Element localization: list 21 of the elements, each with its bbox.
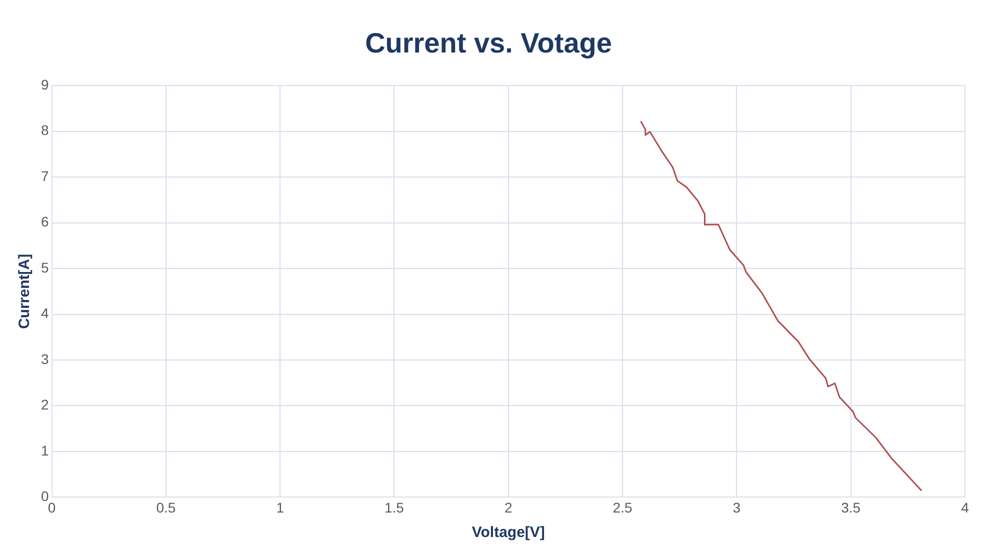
x-tick-label: 3 (732, 499, 741, 516)
x-tick-label: 1.5 (384, 499, 404, 516)
x-tick-label: 2 (504, 499, 512, 516)
y-tick-label: 3 (40, 350, 49, 367)
x-tick-label: 4 (961, 499, 970, 516)
x-tick-label: 2.5 (612, 499, 632, 516)
y-tick-label: 9 (40, 76, 49, 92)
chart-title: Current vs. Votage (365, 28, 612, 59)
y-axis-title: Current[A] (16, 254, 34, 329)
y-tick-label: 6 (40, 214, 49, 230)
y-tick-label: 4 (40, 305, 49, 322)
y-tick-label: 5 (40, 259, 49, 276)
y-tick-label: 2 (40, 396, 49, 413)
y-tick-label: 7 (40, 168, 49, 184)
x-tick-label: 1 (276, 499, 284, 516)
x-tick-label: 0.5 (156, 499, 176, 516)
y-tick-label: 1 (40, 442, 49, 458)
x-tick-label: 3.5 (841, 499, 861, 516)
x-axis-title: Voltage[V] (472, 524, 545, 542)
y-tick-label: 8 (40, 122, 49, 138)
y-tick-label: 0 (40, 488, 49, 504)
